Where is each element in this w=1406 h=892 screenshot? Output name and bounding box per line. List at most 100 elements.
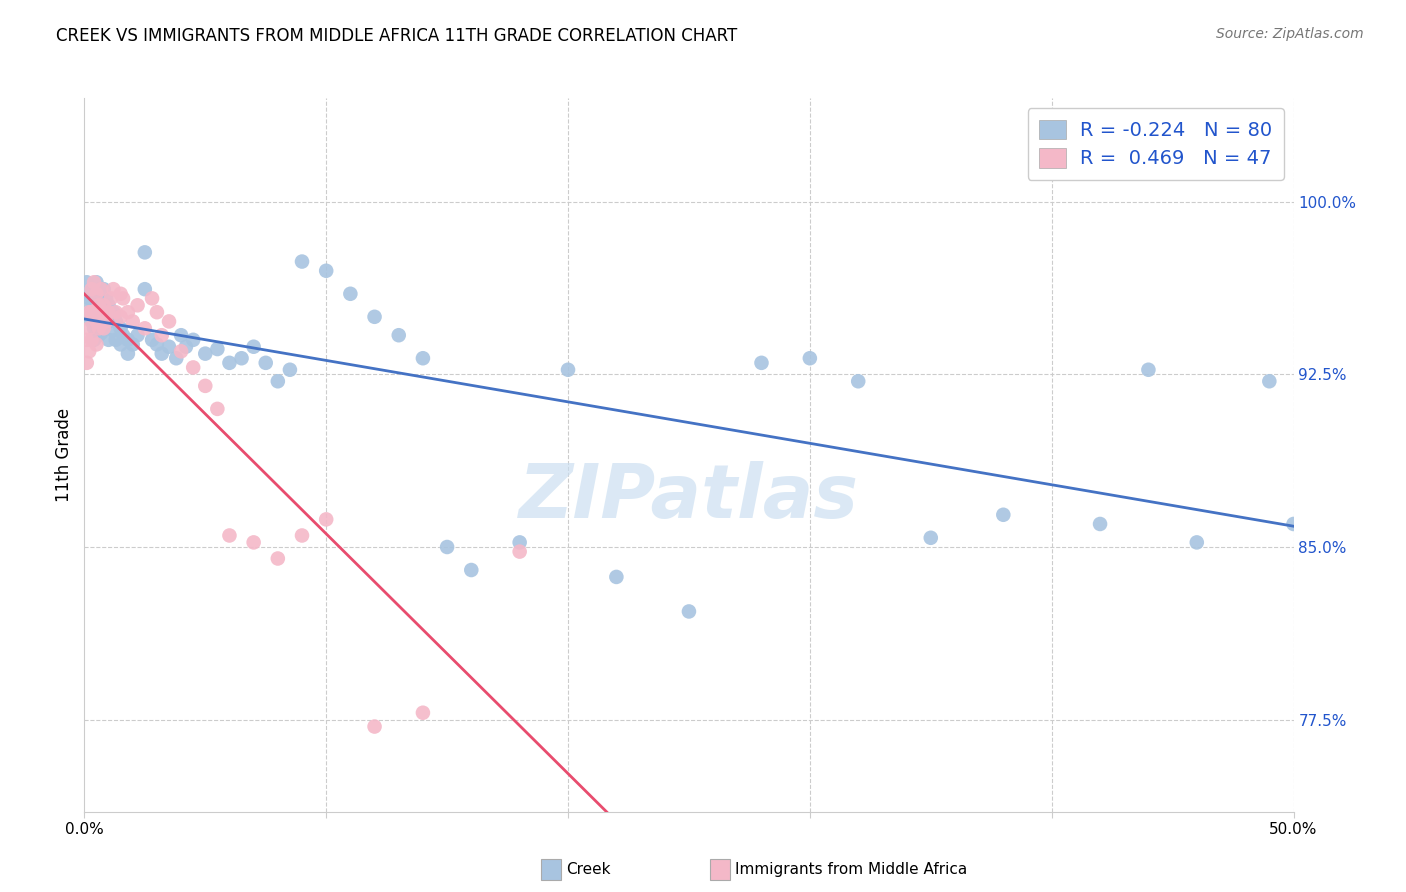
Point — [218, 356, 240, 370]
Point — [97, 298, 120, 312]
Point — [90, 282, 112, 296]
Point — [388, 328, 411, 343]
Point — [77, 344, 100, 359]
Point — [87, 292, 110, 306]
Point — [76, 286, 98, 301]
Point — [87, 321, 110, 335]
Point — [181, 333, 204, 347]
Point — [110, 286, 132, 301]
Point — [77, 305, 100, 319]
Point — [93, 321, 115, 335]
Point — [83, 305, 105, 319]
Point — [83, 275, 105, 289]
Point — [77, 321, 100, 335]
Point — [291, 528, 314, 542]
Point — [86, 305, 108, 319]
Point — [77, 292, 100, 306]
Point — [83, 321, 105, 335]
Point — [141, 333, 163, 347]
Point — [363, 310, 385, 324]
Point — [1137, 363, 1160, 377]
Point — [436, 540, 458, 554]
Point — [86, 292, 108, 306]
Point — [86, 326, 108, 340]
Point — [207, 401, 229, 416]
Point — [291, 254, 314, 268]
Point — [97, 314, 120, 328]
Point — [117, 333, 139, 347]
Point — [993, 508, 1015, 522]
Point — [94, 292, 117, 306]
Point — [242, 340, 264, 354]
Point — [509, 544, 531, 558]
Point — [112, 328, 135, 343]
Point — [103, 282, 125, 296]
Point — [557, 363, 579, 377]
Point — [1258, 374, 1281, 388]
Point — [194, 379, 217, 393]
Point — [127, 328, 149, 343]
Point — [97, 305, 120, 319]
Point — [86, 337, 108, 351]
Point — [104, 305, 127, 319]
Point — [86, 275, 108, 289]
Point — [104, 314, 127, 328]
Point — [134, 321, 156, 335]
Point — [83, 333, 105, 347]
Point — [127, 298, 149, 312]
Point — [93, 317, 115, 331]
Text: ZIPatlas: ZIPatlas — [519, 461, 859, 534]
Point — [76, 356, 98, 370]
Point — [110, 310, 132, 324]
Point — [80, 333, 103, 347]
Point — [80, 286, 103, 301]
Point — [254, 356, 277, 370]
Point — [83, 286, 105, 301]
Point — [181, 360, 204, 375]
Point — [146, 337, 169, 351]
Point — [174, 340, 197, 354]
Point — [112, 292, 135, 306]
Point — [278, 363, 301, 377]
Point — [1088, 516, 1111, 531]
Point — [121, 314, 143, 328]
Point — [920, 531, 942, 545]
Point — [93, 298, 115, 312]
Point — [90, 305, 112, 319]
Point — [86, 286, 108, 301]
Point — [170, 328, 193, 343]
Point — [412, 706, 434, 720]
Point — [509, 535, 531, 549]
Point — [103, 324, 125, 338]
Point — [412, 351, 434, 366]
Point — [80, 314, 103, 328]
Point — [117, 346, 139, 360]
Point — [93, 282, 115, 296]
Point — [267, 551, 290, 566]
Text: Source: ZipAtlas.com: Source: ZipAtlas.com — [1216, 27, 1364, 41]
Text: CREEK VS IMMIGRANTS FROM MIDDLE AFRICA 11TH GRADE CORRELATION CHART: CREEK VS IMMIGRANTS FROM MIDDLE AFRICA 1… — [56, 27, 738, 45]
Point — [83, 305, 105, 319]
Point — [315, 264, 337, 278]
Point — [1185, 535, 1208, 549]
Point — [87, 298, 110, 312]
Point — [678, 604, 700, 618]
Point — [157, 340, 180, 354]
Point — [134, 245, 156, 260]
Point — [94, 310, 117, 324]
Point — [87, 310, 110, 324]
Point — [170, 344, 193, 359]
Point — [150, 328, 173, 343]
Point — [1282, 516, 1305, 531]
Point — [846, 374, 869, 388]
Point — [103, 305, 125, 319]
Point — [605, 570, 627, 584]
Point — [751, 356, 773, 370]
Point — [90, 286, 112, 301]
Point — [94, 314, 117, 328]
Point — [207, 342, 229, 356]
Point — [267, 374, 290, 388]
Text: Creek: Creek — [567, 863, 612, 877]
Point — [363, 720, 385, 734]
Point — [110, 337, 132, 351]
